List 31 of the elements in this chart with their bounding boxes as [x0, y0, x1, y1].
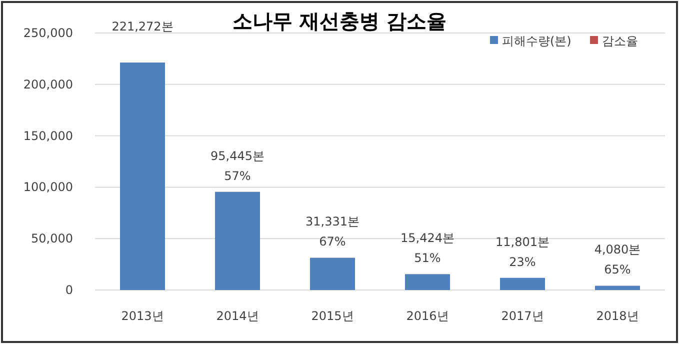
y-tick-label: 50,000: [31, 232, 73, 246]
data-label: 4,080본: [594, 242, 641, 257]
bar: [500, 278, 545, 290]
data-label: 65%: [604, 262, 631, 277]
chart-title: 소나무 재선충병 감소율: [232, 9, 446, 33]
bar: [120, 62, 165, 290]
data-label: 11,801본: [496, 234, 550, 249]
y-tick-label: 150,000: [23, 128, 73, 143]
data-label: 51%: [414, 251, 441, 266]
y-tick-label: 250,000: [23, 26, 73, 40]
legend-label: 감소율: [602, 34, 638, 48]
bar: [405, 274, 450, 290]
data-label: 95,445본: [210, 148, 264, 163]
data-label: 23%: [509, 254, 536, 269]
y-tick-label: 100,000: [23, 180, 73, 194]
bar: [595, 286, 640, 290]
x-tick-label: 2015년: [311, 309, 354, 323]
bar: [310, 258, 355, 290]
y-tick-label: 0: [65, 283, 73, 297]
x-tick-label: 2017년: [501, 309, 544, 323]
x-tick-label: 2013년: [121, 309, 164, 323]
bar: [215, 192, 260, 290]
x-tick-label: 2014년: [216, 309, 259, 323]
data-label: 221,272본: [112, 20, 174, 34]
y-tick-label: 200,000: [23, 77, 73, 92]
data-label: 67%: [319, 234, 346, 249]
x-tick-label: 2018년: [596, 309, 639, 323]
data-label: 57%: [224, 168, 251, 183]
data-label: 15,424본: [400, 231, 454, 246]
data-label: 31,331본: [306, 214, 360, 229]
x-tick-label: 2016년: [406, 309, 449, 323]
